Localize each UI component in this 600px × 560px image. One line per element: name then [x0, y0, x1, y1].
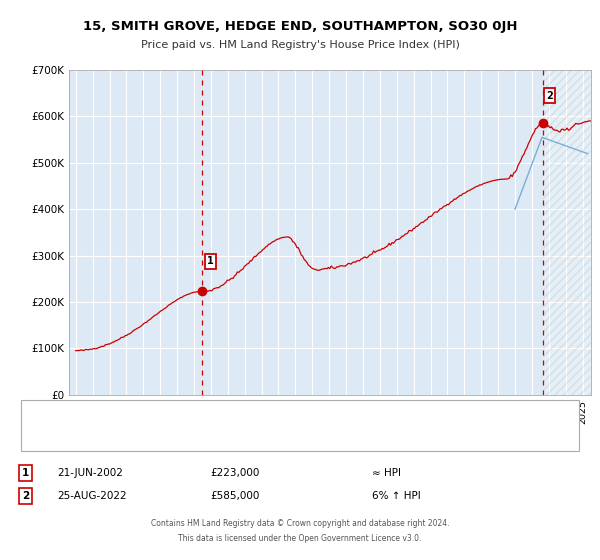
Text: 1: 1 [207, 256, 214, 266]
Text: ≈ HPI: ≈ HPI [372, 468, 401, 478]
Text: £223,000: £223,000 [210, 468, 259, 478]
Text: Price paid vs. HM Land Registry's House Price Index (HPI): Price paid vs. HM Land Registry's House … [140, 40, 460, 50]
Text: 15, SMITH GROVE, HEDGE END, SOUTHAMPTON, SO30 0JH (detached house): 15, SMITH GROVE, HEDGE END, SOUTHAMPTON,… [60, 409, 406, 418]
Text: Contains HM Land Registry data © Crown copyright and database right 2024.: Contains HM Land Registry data © Crown c… [151, 519, 449, 528]
Text: 6% ↑ HPI: 6% ↑ HPI [372, 491, 421, 501]
Text: HPI: Average price, detached house, Eastleigh: HPI: Average price, detached house, East… [60, 431, 269, 440]
Text: 15, SMITH GROVE, HEDGE END, SOUTHAMPTON, SO30 0JH: 15, SMITH GROVE, HEDGE END, SOUTHAMPTON,… [83, 20, 517, 32]
Text: 1: 1 [22, 468, 29, 478]
Bar [542, 70, 600, 395]
Text: 25-AUG-2022: 25-AUG-2022 [57, 491, 127, 501]
Text: 2: 2 [546, 91, 553, 101]
Text: 2: 2 [22, 491, 29, 501]
Text: This data is licensed under the Open Government Licence v3.0.: This data is licensed under the Open Gov… [178, 534, 422, 543]
Text: £585,000: £585,000 [210, 491, 259, 501]
Text: 21-JUN-2002: 21-JUN-2002 [57, 468, 123, 478]
